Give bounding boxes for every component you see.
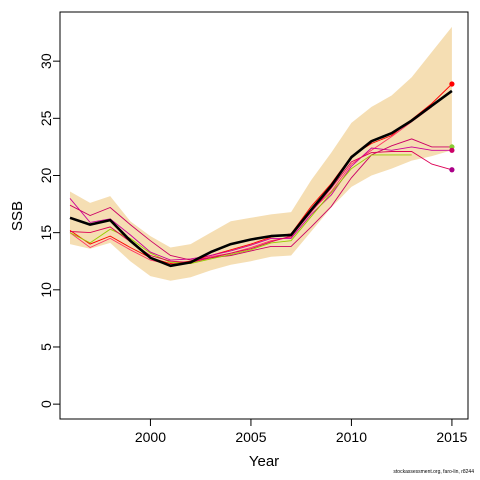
confidence-band-layer <box>70 26 452 281</box>
x-tick-label: 2000 <box>135 429 166 445</box>
y-tick-label: 30 <box>38 53 54 69</box>
x-tick-label: 2010 <box>336 429 367 445</box>
series-line-retro-1 <box>69 83 453 264</box>
plot-frame <box>59 11 469 420</box>
x-axis-title: Year <box>249 453 279 470</box>
y-tick-label: 0 <box>38 400 54 408</box>
endpoint-layer <box>449 81 455 173</box>
y-tick-label: 10 <box>38 282 54 298</box>
y-tick-label: 20 <box>38 167 54 183</box>
x-tick-label: 2005 <box>235 429 266 445</box>
series-line-retro-3 <box>69 146 452 261</box>
series-line-main <box>69 89 453 268</box>
y-axis-title: SSB <box>9 201 26 231</box>
series-line-retro-2 <box>69 106 433 266</box>
confidence-band <box>70 26 452 281</box>
y-tick-label: 15 <box>38 225 54 241</box>
endpoint-marker <box>449 147 455 153</box>
y-axis: 0 5 10 15 20 25 30 <box>38 53 60 408</box>
endpoint-marker <box>449 167 455 173</box>
x-axis: 2000 2005 2010 2015 <box>135 419 468 445</box>
series-line-retro-4 <box>69 138 452 261</box>
y-tick-label: 25 <box>38 110 54 126</box>
y-tick-label: 5 <box>38 343 54 351</box>
footer-credit: stockassessment.org, faro-lin, r8244 <box>393 469 474 475</box>
endpoint-marker <box>449 81 455 87</box>
x-tick-label: 2015 <box>436 429 467 445</box>
series-layer <box>69 83 453 268</box>
